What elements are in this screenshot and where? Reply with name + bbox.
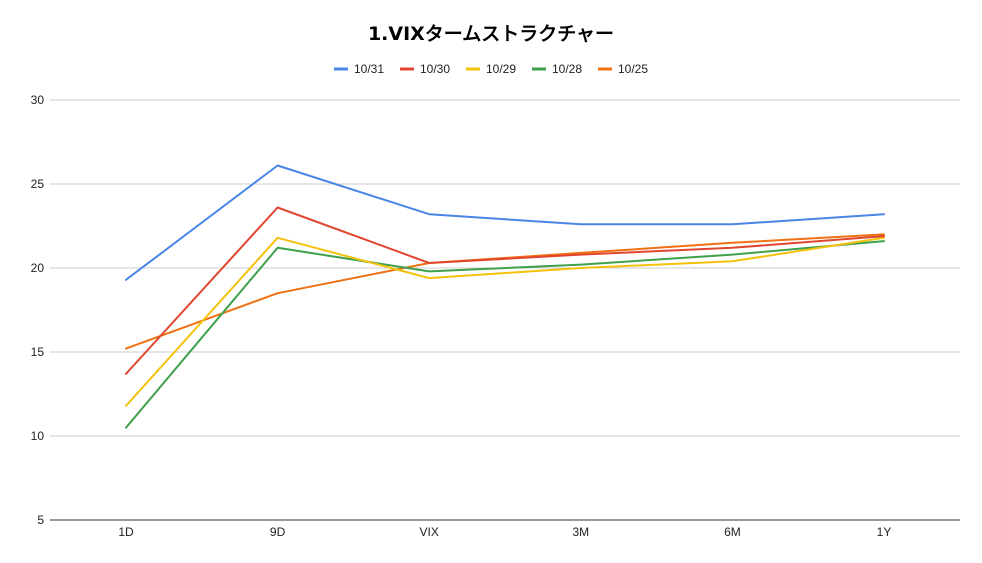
legend-label: 10/30 xyxy=(420,62,450,76)
x-tick-label: 3M xyxy=(572,525,589,539)
x-tick-label: 1Y xyxy=(877,525,892,539)
legend-item: 10/31 xyxy=(334,62,384,76)
series-line xyxy=(125,164,885,281)
y-tick-label: 15 xyxy=(31,345,45,359)
legend-label: 10/25 xyxy=(618,62,648,76)
series-line xyxy=(125,206,885,375)
series-lines xyxy=(125,164,885,429)
legend-item: 10/25 xyxy=(598,62,648,76)
y-tick-label: 10 xyxy=(31,429,45,443)
chart-legend: 10/31 10/30 10/29 10/28 10/25 xyxy=(334,62,648,76)
x-tick-label: 1D xyxy=(118,525,134,539)
y-tick-label: 20 xyxy=(31,261,45,275)
legend-label: 10/29 xyxy=(486,62,516,76)
y-tick-label: 30 xyxy=(31,93,45,107)
legend-item: 10/29 xyxy=(466,62,516,76)
chart-title: 1.VIXタームストラクチャー xyxy=(368,23,614,45)
x-tick-label: 6M xyxy=(724,525,741,539)
x-axis-ticks: 1D 9D VIX 3M 6M 1Y xyxy=(118,525,891,539)
y-tick-label: 5 xyxy=(37,513,44,527)
series-line xyxy=(125,240,885,429)
legend-label: 10/28 xyxy=(552,62,582,76)
y-axis-ticks: 30 25 20 15 10 5 xyxy=(31,93,45,527)
legend-item: 10/30 xyxy=(400,62,450,76)
gridlines xyxy=(50,99,960,521)
series-line xyxy=(125,236,885,407)
x-tick-label: 9D xyxy=(270,525,286,539)
x-tick-label: VIX xyxy=(420,525,439,539)
y-tick-label: 25 xyxy=(31,177,45,191)
legend-item: 10/28 xyxy=(532,62,582,76)
legend-label: 10/31 xyxy=(354,62,384,76)
